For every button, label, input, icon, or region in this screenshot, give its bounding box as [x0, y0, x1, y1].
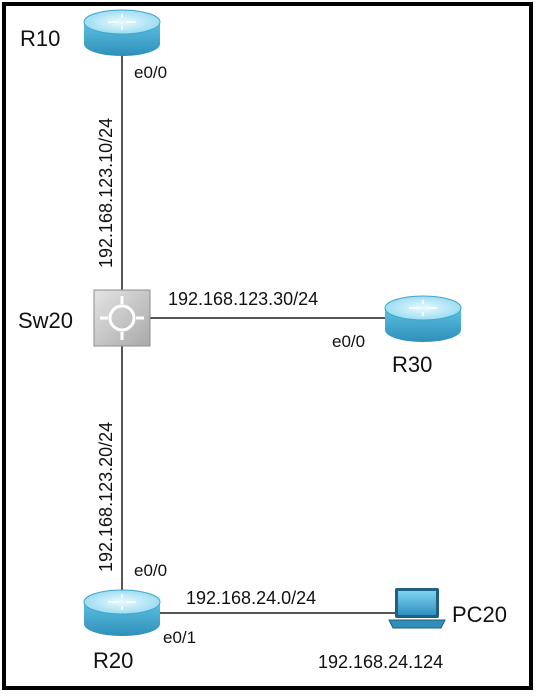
r10-subnet-label: 192.168.123.10/24	[96, 118, 116, 268]
r20-e00-label: e0/0	[134, 561, 167, 580]
r30-label: R30	[392, 352, 432, 377]
router-r20[interactable]	[83, 589, 161, 636]
r30-e00-label: e0/0	[332, 332, 365, 351]
r20-e01-label: e0/1	[163, 628, 196, 647]
switch-icon	[93, 289, 151, 347]
router-icon	[83, 589, 161, 636]
pc20-ip-label: 192.168.24.124	[318, 652, 443, 672]
r20-subnet-label: 192.168.123.20/24	[96, 422, 116, 572]
r10-e00-label: e0/0	[134, 63, 167, 82]
switch-sw20[interactable]	[93, 289, 151, 347]
pc20-device[interactable]	[388, 588, 446, 629]
router-r10[interactable]	[83, 9, 161, 56]
r30-subnet-label: 192.168.123.30/24	[168, 289, 318, 309]
diagram-border	[2, 2, 533, 690]
laptop-icon	[388, 588, 446, 629]
r20-pc20-subnet-label: 192.168.24.0/24	[186, 588, 316, 608]
r10-label: R10	[20, 26, 60, 51]
router-icon	[83, 9, 161, 56]
router-icon	[384, 295, 462, 342]
sw20-label: Sw20	[18, 308, 73, 333]
pc20-label: PC20	[452, 602, 507, 627]
r20-label: R20	[93, 648, 133, 673]
router-r30[interactable]	[384, 295, 462, 342]
